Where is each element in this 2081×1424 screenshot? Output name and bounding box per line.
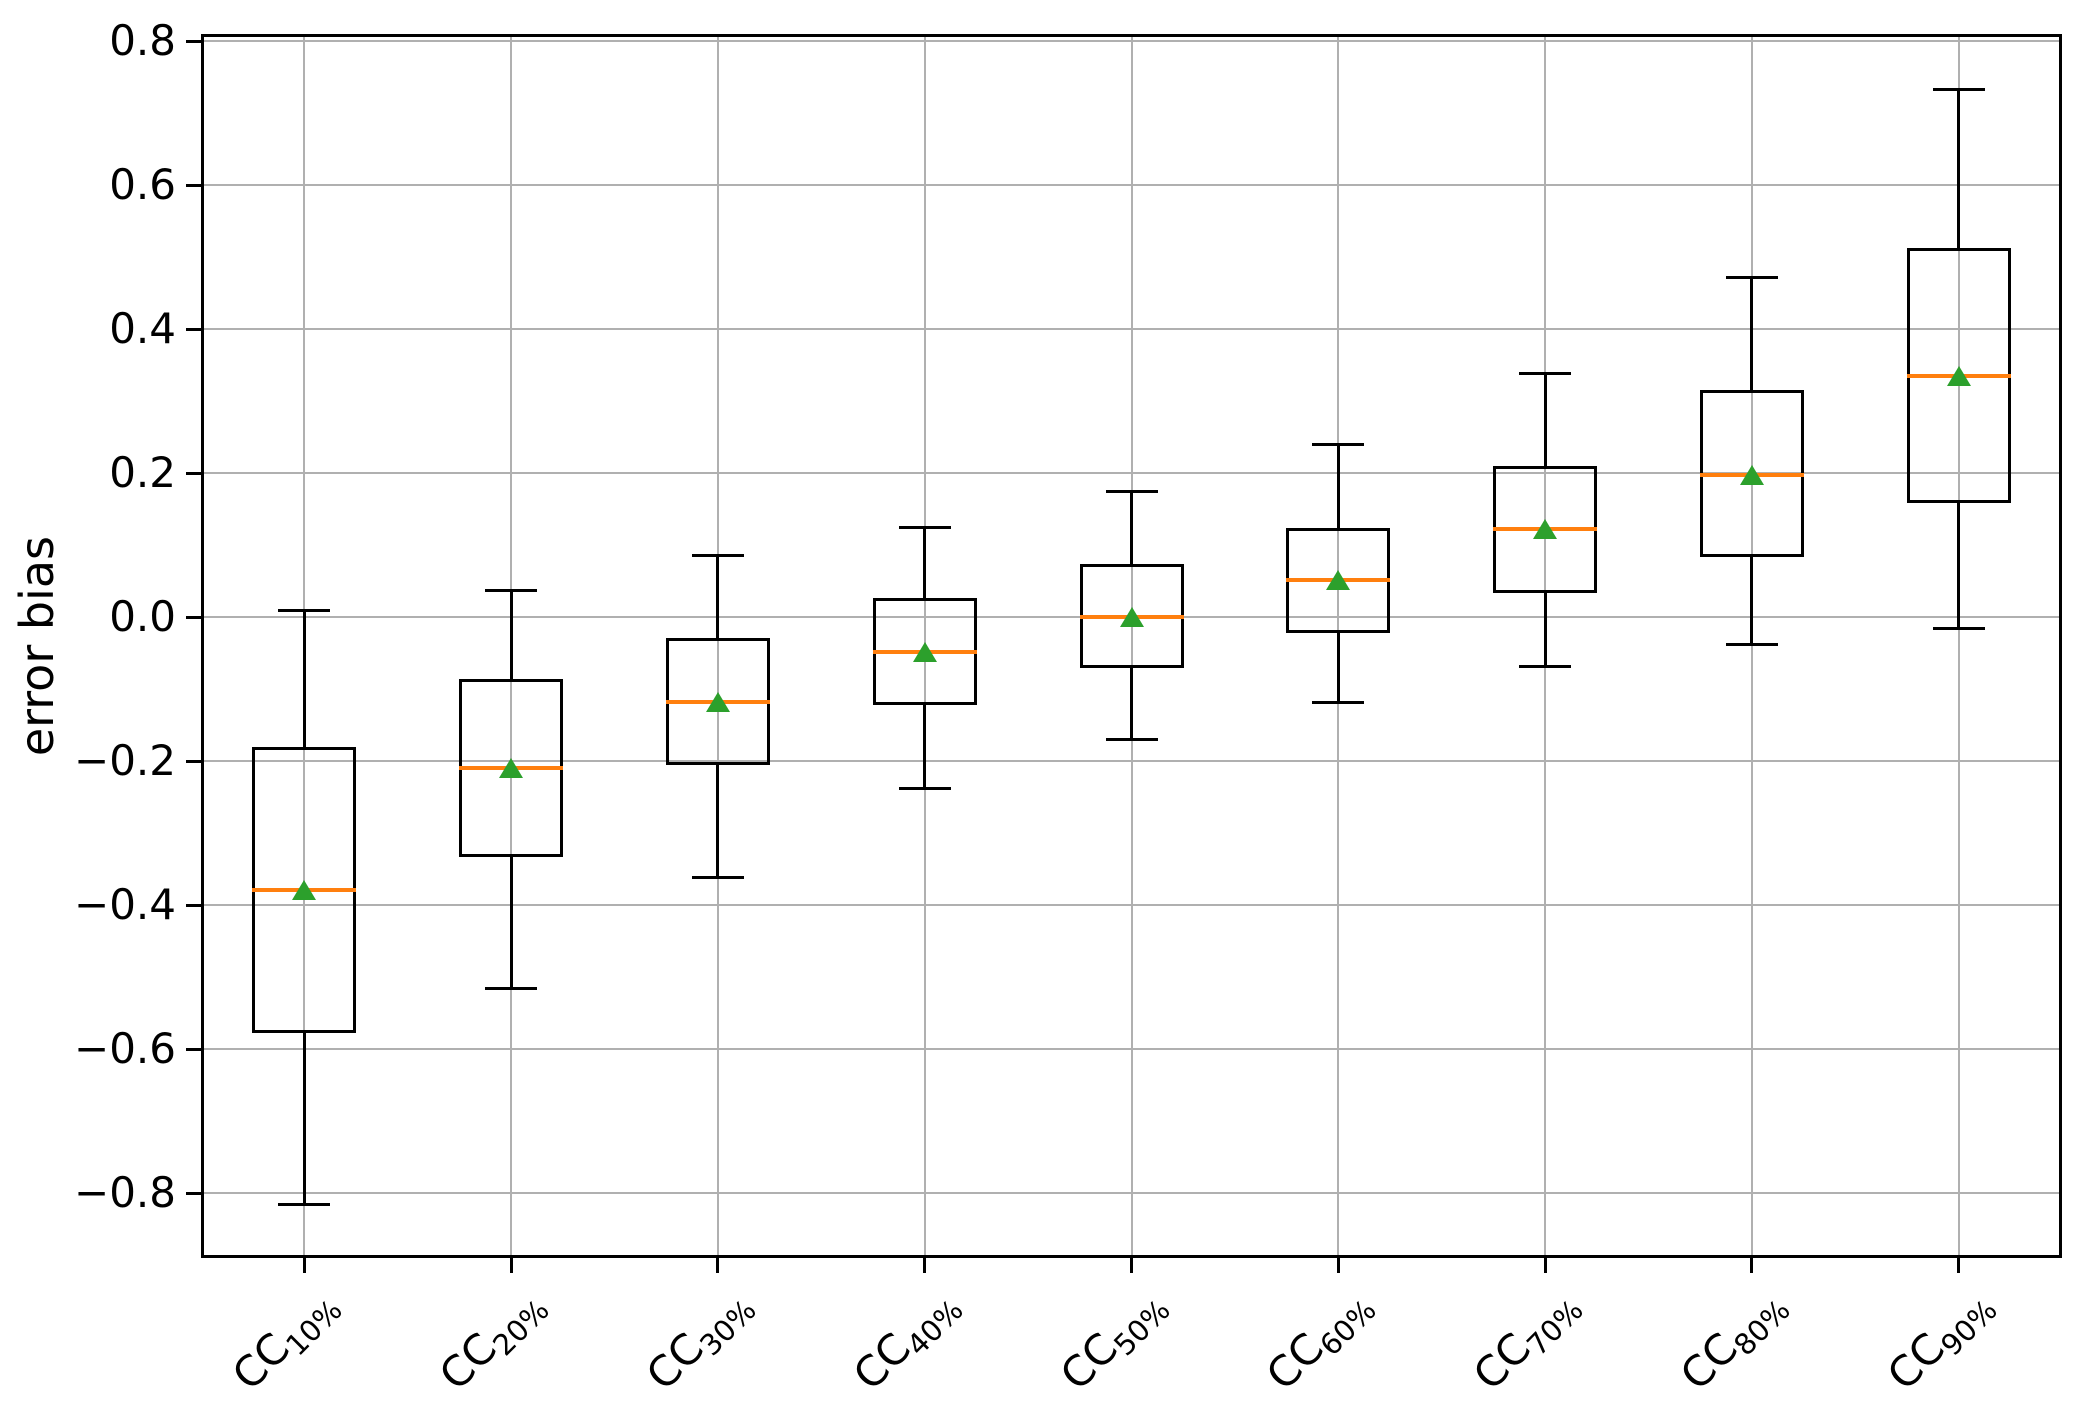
whisker-lower <box>1336 633 1340 703</box>
whisker-cap-upper <box>1725 275 1778 279</box>
mean-marker-triangle <box>705 692 730 713</box>
x-tick-label: CC50% <box>1050 1280 1176 1403</box>
whisker-upper <box>1543 373 1547 466</box>
whisker-cap-lower <box>1312 701 1365 705</box>
x-tick <box>302 1258 306 1273</box>
mean-marker-triangle <box>1946 366 1971 386</box>
x-tick <box>923 1258 927 1273</box>
y-tick <box>186 39 201 43</box>
y-tick <box>186 759 201 763</box>
x-tick-label: CC70% <box>1464 1280 1590 1403</box>
x-tick-label: CC40% <box>844 1280 970 1403</box>
x-gridline <box>1130 34 1133 1258</box>
whisker-lower <box>1750 556 1754 645</box>
whisker-cap-lower <box>1932 627 1985 631</box>
whisker-cap-lower <box>485 987 538 991</box>
y-tick-label: −0.8 <box>74 1168 176 1218</box>
y-tick-label: 0.0 <box>109 592 176 642</box>
whisker-cap-lower <box>1725 643 1778 647</box>
y-tick-label: 0.6 <box>109 160 176 210</box>
whisker-lower <box>1130 667 1133 740</box>
whisker-upper <box>509 590 513 680</box>
whisker-cap-upper <box>1312 442 1365 446</box>
y-tick <box>186 471 201 475</box>
mean-marker-triangle <box>1533 519 1558 540</box>
y-tick-label: 0.8 <box>109 16 176 66</box>
y-tick <box>186 1047 201 1051</box>
whisker-upper <box>302 610 306 747</box>
y-tick <box>186 183 201 187</box>
mean-marker-triangle <box>1326 570 1351 591</box>
y-tick <box>186 615 201 619</box>
x-gridline <box>716 34 719 1258</box>
x-tick <box>1336 1258 1340 1273</box>
whisker-cap-lower <box>898 787 951 791</box>
whisker-cap-upper <box>898 526 951 530</box>
y-tick-label: 0.4 <box>109 304 176 354</box>
whisker-lower <box>1543 592 1547 667</box>
mean-marker-triangle <box>499 757 524 778</box>
whisker-cap-upper <box>1519 372 1572 376</box>
x-tick-label: CC20% <box>430 1280 556 1403</box>
whisker-cap-upper <box>485 589 538 593</box>
whisker-lower <box>1957 503 1961 629</box>
whisker-cap-upper <box>278 608 331 612</box>
y-axis-label-wrap: error bias <box>6 34 68 1258</box>
whisker-lower <box>302 1032 306 1204</box>
y-axis-label: error bias <box>10 535 64 757</box>
whisker-upper <box>923 527 927 599</box>
whisker-cap-upper <box>1105 489 1158 493</box>
x-tick-label: CC30% <box>637 1280 763 1403</box>
whisker-lower <box>923 705 927 789</box>
x-tick <box>1750 1258 1754 1273</box>
whisker-upper <box>1750 277 1754 391</box>
y-tick-label: −0.4 <box>74 880 176 930</box>
whisker-cap-lower <box>691 876 744 880</box>
y-tick-label: −0.6 <box>74 1024 176 1074</box>
whisker-cap-upper <box>691 553 744 557</box>
whisker-cap-lower <box>1519 664 1572 668</box>
x-gridline <box>1957 34 1960 1258</box>
whisker-cap-lower <box>1105 738 1158 742</box>
mean-marker-triangle <box>1739 465 1764 486</box>
whisker-cap-upper <box>1932 87 1985 91</box>
whisker-upper <box>1130 491 1133 564</box>
whisker-upper <box>1336 444 1340 528</box>
whisker-cap-lower <box>278 1202 331 1206</box>
whisker-lower <box>716 764 720 878</box>
x-tick <box>509 1258 513 1273</box>
mean-marker-triangle <box>1119 607 1144 628</box>
x-tick <box>1957 1258 1961 1273</box>
x-tick <box>716 1258 720 1273</box>
x-tick-label: CC90% <box>1877 1280 2003 1403</box>
mean-marker-triangle <box>912 641 937 662</box>
y-tick-label: −0.2 <box>74 736 176 786</box>
y-tick <box>186 903 201 907</box>
whisker-upper <box>1957 89 1961 248</box>
y-tick <box>186 327 201 331</box>
mean-marker-triangle <box>292 880 317 901</box>
whisker-upper <box>716 555 720 639</box>
whisker-lower <box>509 856 513 989</box>
y-tick-label: 0.2 <box>109 448 176 498</box>
x-tick <box>1130 1258 1133 1273</box>
x-tick <box>1543 1258 1547 1273</box>
x-tick-label: CC10% <box>223 1280 349 1403</box>
x-tick-label: CC60% <box>1257 1280 1383 1403</box>
x-tick-label: CC80% <box>1671 1280 1797 1403</box>
y-tick <box>186 1191 201 1195</box>
